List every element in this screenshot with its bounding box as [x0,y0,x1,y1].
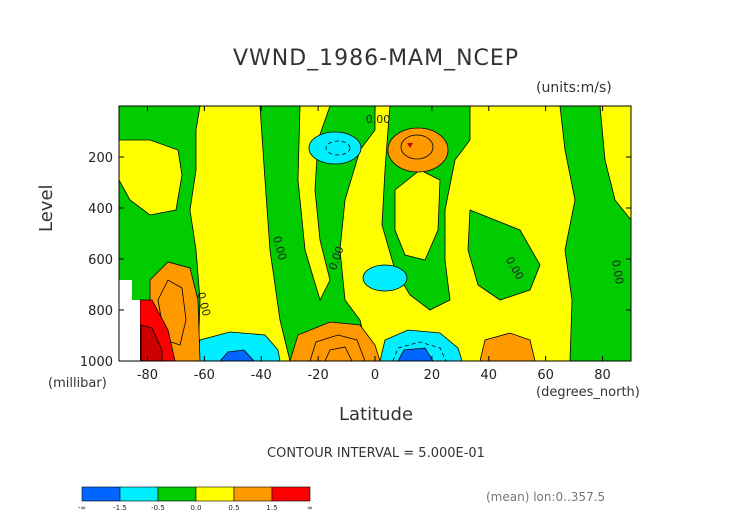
region-darkred-sh-jet [140,324,163,361]
contour-label: 0.00 [366,113,391,126]
x-tick-label: -40 [251,368,272,383]
colorbar-swatch [195,486,235,502]
chart-title: VWND_1986-MAM_NCEP [232,46,520,71]
contour-label: 0.00 [609,259,626,285]
colorbar-label: 0.5 [228,504,239,512]
contour-cyan-upper-dashed [325,140,351,156]
region-cyan-upper [308,131,362,165]
contour-interval: CONTOUR INTERVAL = 5.000E-01 [267,446,485,461]
x-tick-label: 80 [594,368,611,383]
region-cyan-low-nh [379,329,463,361]
colorbar-swatch [119,486,159,502]
colorbar-swatch [233,486,273,502]
max-marker [407,143,413,148]
x-tick-label: 20 [424,368,441,383]
colorbar-label: 0.0 [190,504,201,512]
y-tick-label: 400 [88,202,113,217]
region-orange-low-sh [289,321,381,361]
contour-orange-low-sh-inner2 [324,346,353,361]
colorbar-label: -1.5 [113,504,127,512]
x-tick-label: -60 [194,368,215,383]
region-orange-upper [387,127,449,173]
y-tick-label: 1000 [80,355,113,370]
y-axis-units: (millibar) [48,376,107,391]
x-tick-label: 40 [481,368,498,383]
region-below-ground [119,280,140,361]
contour-label: 0.00 [194,291,213,318]
region-yellow-base [119,106,631,361]
x-axis-title: Latitude [338,404,414,425]
x-tick-label: -20 [307,368,328,383]
colorbar-swatch [81,486,121,502]
region-yellow-gap [297,106,331,302]
colorbar-swatch [271,486,311,502]
contour-label-text: 0.00 [609,259,626,285]
x-axis-units: (degrees_north) [536,385,640,400]
contour-label: 0.00 [270,235,289,262]
y-axis: 200 400 600 800 1000 [80,151,631,370]
region-blue-low-sh [219,349,255,361]
colorbar-swatch [157,486,197,502]
y-tick-label: 800 [88,304,113,319]
x-tick-label: -80 [137,368,158,383]
contour-orange-upper-inner [400,134,434,160]
y-tick-label: 600 [88,253,113,268]
colorbar-label: 1.5 [266,504,277,512]
region-orange-low-nh [479,332,536,361]
contour-label-text: 0.00 [366,113,391,126]
colorbar: -∞ -1.5 -0.5 0.0 0.5 1.5 ∞ [78,486,313,512]
x-tick-label: 60 [537,368,554,383]
x-tick-label: 0 [371,368,379,383]
contour-fields [119,106,631,361]
region-cyan-low-sh [194,331,281,361]
region-blue-low-nh [397,347,434,361]
region-cyan-mid [362,264,408,292]
region-yellow-sh-patch [119,139,183,216]
colorbar-label: -∞ [78,504,86,512]
y-axis-title: Level [36,184,57,232]
x-axis: -80 -60 -40 -20 0 20 40 60 80 [137,106,611,383]
units-label: (units:m/s) [536,80,612,96]
colorbar-label: -0.5 [151,504,165,512]
contour-label-text: 0.00 [194,291,213,318]
colorbar-label: ∞ [307,504,313,512]
region-green-nh-mid [467,209,541,301]
contour-orange-low-sh-inner [309,334,366,361]
contour-cyan-low-nh-dashed [392,341,447,361]
y-tick-label: 200 [88,151,113,166]
region-yellow-nh-wedge [599,106,631,221]
contour-label-text: 0.00 [270,235,289,262]
footer-mean-label: (mean) lon:0..357.5 [486,490,606,504]
